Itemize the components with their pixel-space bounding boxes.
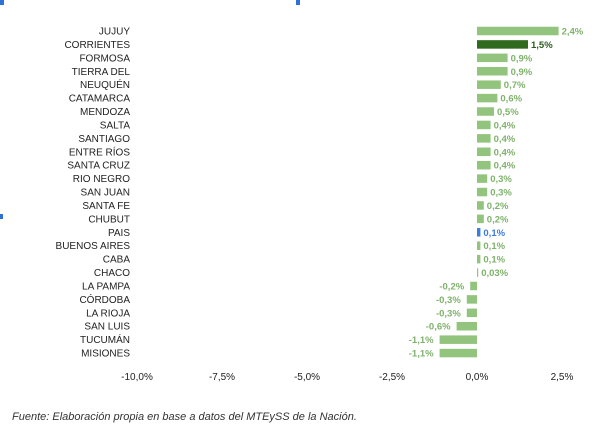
source-note: Fuente: Elaboración propia en base a dat…	[12, 411, 357, 423]
value-label: 2,4%	[562, 27, 584, 38]
bar	[477, 201, 484, 210]
x-tick-label: 2,5%	[551, 372, 574, 383]
bar	[477, 134, 491, 143]
value-label: 0,1%	[483, 255, 505, 266]
bar	[477, 147, 491, 157]
bar	[477, 40, 528, 49]
value-label: 0,2%	[487, 201, 509, 212]
bar	[477, 228, 481, 237]
category-label: SANTIAGO	[78, 134, 130, 145]
category-label: MISIONES	[81, 349, 130, 360]
value-label: -1,1%	[409, 349, 434, 360]
category-label: PAIS	[108, 228, 130, 239]
bar	[477, 214, 484, 224]
value-label: 0,9%	[511, 53, 533, 64]
bar	[477, 26, 559, 36]
value-label: 0,7%	[504, 80, 526, 91]
category-label: SANTA FE	[82, 201, 130, 212]
category-label: TIERRA DEL	[72, 67, 131, 78]
value-label: 0,4%	[494, 134, 516, 145]
value-label: -0,3%	[436, 295, 461, 306]
category-label: FORMOSA	[79, 53, 130, 64]
value-label: -0,3%	[436, 308, 461, 319]
x-tick-label: -5,0%	[294, 372, 320, 383]
bar	[477, 241, 481, 250]
bar	[477, 53, 508, 63]
value-label: 0,4%	[494, 147, 516, 158]
bar	[477, 268, 479, 277]
category-label: CÓRDOBA	[79, 293, 130, 306]
category-label: CATAMARCA	[69, 94, 131, 105]
bar	[477, 160, 491, 170]
value-label: 0,3%	[490, 188, 512, 199]
category-label: SAN JUAN	[81, 188, 130, 199]
value-label: 0,4%	[494, 161, 516, 172]
value-label: 1,5%	[531, 40, 553, 51]
value-label: 0,5%	[497, 107, 519, 118]
category-label: TUCUMÁN	[80, 333, 130, 346]
value-label: 0,1%	[483, 228, 505, 239]
category-label: CHACO	[94, 268, 130, 279]
bar	[466, 295, 477, 304]
category-label: SAN LUIS	[84, 322, 130, 333]
category-label: RIO NEGRO	[73, 174, 130, 185]
category-label: LA RIOJA	[86, 308, 130, 319]
bar	[477, 107, 494, 116]
value-label: 0,9%	[511, 67, 533, 78]
value-label: 0,4%	[494, 120, 516, 131]
category-label: MENDOZA	[80, 107, 130, 118]
category-label: LA PAMPA	[82, 281, 130, 292]
value-label: -1,1%	[409, 335, 434, 346]
bar	[477, 67, 508, 76]
category-label: BUENOS AIRES	[56, 241, 131, 252]
value-label: 0,2%	[487, 214, 509, 225]
value-label: 0,1%	[483, 241, 505, 252]
value-label: -0,6%	[426, 322, 451, 333]
category-label: SALTA	[100, 120, 131, 131]
category-label: CORRIENTES	[64, 40, 130, 51]
category-label: CHUBUT	[88, 214, 130, 225]
left-edge-mark	[0, 214, 3, 219]
value-label: 0,3%	[490, 174, 512, 185]
bar	[456, 321, 477, 331]
bar	[439, 335, 477, 344]
bar	[477, 174, 488, 183]
bar	[477, 120, 491, 130]
value-label: 0,03%	[481, 268, 508, 279]
bar	[477, 93, 498, 103]
top-center-edge-mark	[296, 0, 300, 5]
x-tick-label: -2,5%	[379, 372, 405, 383]
bar	[439, 348, 477, 358]
category-label: ENTRE RÍOS	[69, 145, 130, 158]
x-axis-tick-labels: -10,0% -7,5% -5,0% -2,5% 0,0% 2,5%	[121, 372, 573, 383]
bar	[470, 281, 477, 291]
bar	[466, 308, 477, 318]
category-label: CABA	[103, 255, 131, 266]
value-labels: 2,4% 1,5% 0,9% 0,9% 0,7% 0,6% 0,5% 0,4% 0,4% 0,4%…	[409, 27, 584, 360]
value-label: 0,6%	[500, 94, 522, 105]
x-tick-label: -7,5%	[209, 372, 235, 383]
x-tick-label: 0,0%	[466, 372, 489, 383]
bar	[477, 187, 488, 197]
value-label: -0,2%	[439, 281, 464, 292]
bars	[439, 26, 559, 358]
bar	[477, 254, 481, 264]
category-label: JUJUY	[99, 27, 130, 38]
x-tick-label: -10,0%	[121, 372, 153, 383]
bar	[477, 80, 501, 89]
category-label: NEUQUÉN	[80, 78, 130, 91]
top-left-edge-mark	[0, 0, 4, 5]
category-label: SANTA CRUZ	[67, 161, 130, 172]
